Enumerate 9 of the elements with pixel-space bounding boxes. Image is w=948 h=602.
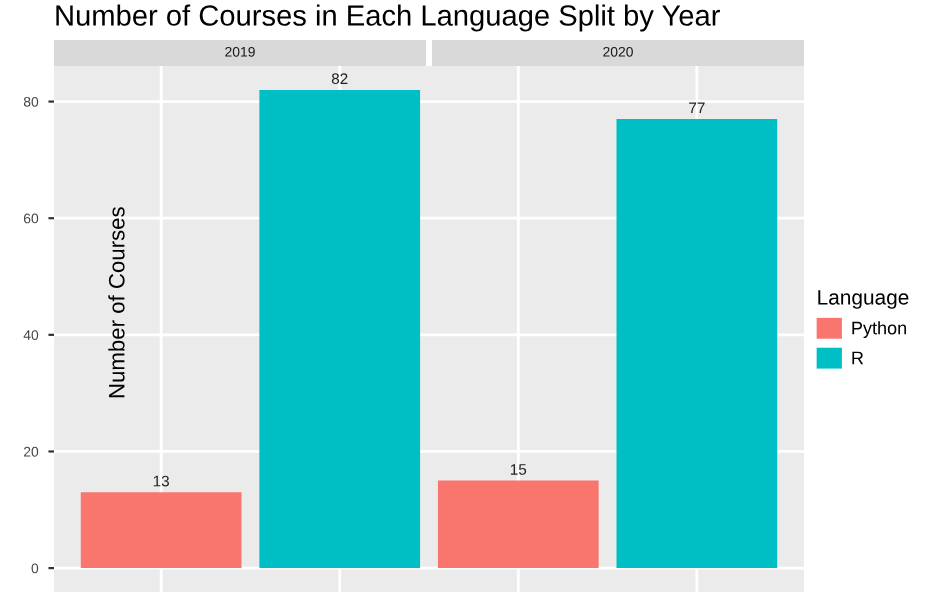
legend-label: Python — [852, 321, 906, 339]
bar — [259, 89, 421, 569]
legend-label: R — [852, 351, 864, 365]
y-axis-title: Number of Courses — [108, 207, 125, 398]
bar — [437, 480, 599, 569]
legend-title: Language — [818, 290, 909, 309]
chart-title: Number of Courses in Each Language Split by Year — [56, 4, 720, 32]
bar — [616, 119, 778, 569]
bar — [80, 492, 242, 569]
